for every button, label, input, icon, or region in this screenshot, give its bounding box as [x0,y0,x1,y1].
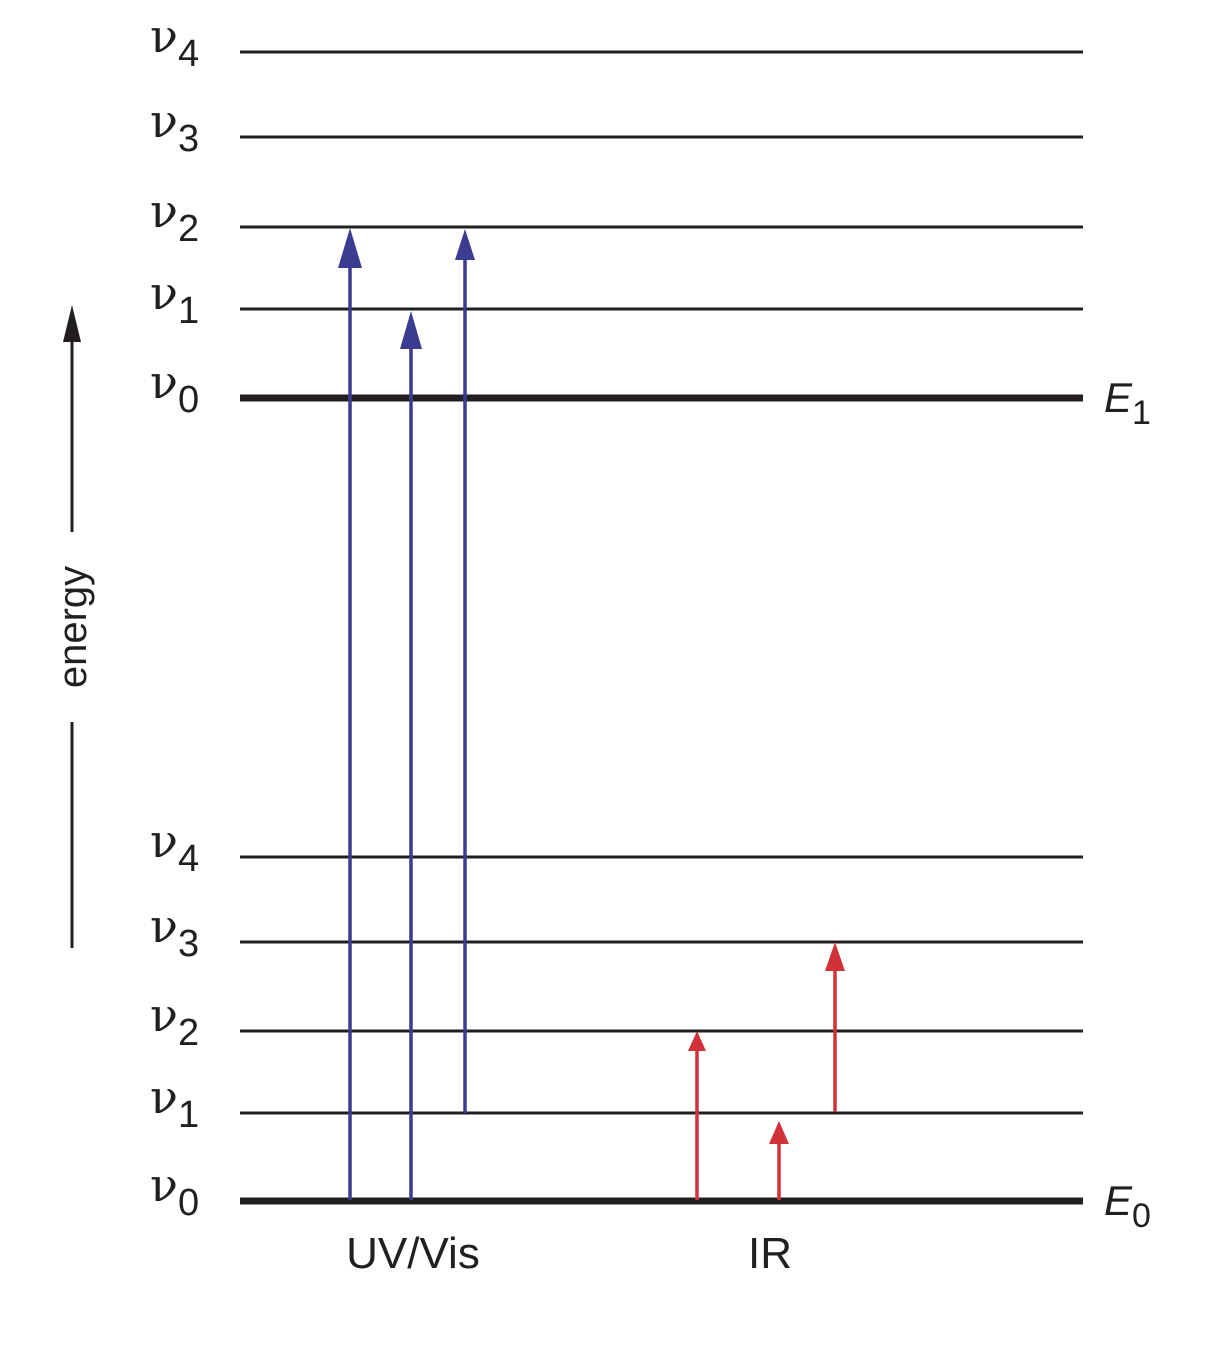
E0-label-v3: ν3 [150,899,199,965]
energy-axis-label-gap [50,532,94,722]
ir-transitions [688,942,845,1200]
E1-label-v0: ν0 [150,355,199,421]
E1-label-v1: ν1 [150,266,199,332]
ir-transition-arrow [825,942,845,1112]
E0-label-v2: ν2 [150,988,199,1054]
energy-axis-arrowhead [63,305,81,342]
energy-axis: energy [50,305,95,948]
uv-vis-region-label: UV/Vis [346,1229,480,1278]
excited-state-E1: ν4 ν3 ν2 ν1 ν0 E1 [150,9,1151,432]
E1-state-label: E1 [1104,374,1151,432]
ground-state-E0: ν4 ν3 ν2 ν1 ν0 E0 [150,814,1151,1235]
E1-label-v3: ν3 [150,94,199,160]
uvvis-transition-arrow [400,311,422,1200]
E1-label-v4: ν4 [150,9,199,75]
uv-vis-transitions [338,228,475,1200]
E1-label-v2: ν2 [150,184,199,250]
ir-transition-arrow [688,1031,706,1200]
uvvis-transition-arrow [455,229,475,1113]
ir-region-label: IR [748,1229,792,1278]
ir-transition-arrow [769,1121,789,1200]
E0-label-v1: ν1 [150,1070,199,1136]
E0-label-v4: ν4 [150,814,199,880]
uvvis-transition-arrow [338,228,362,1200]
energy-axis-label: energy [51,566,95,688]
E0-label-v0: ν0 [150,1158,199,1224]
E0-state-label: E0 [1104,1177,1151,1235]
